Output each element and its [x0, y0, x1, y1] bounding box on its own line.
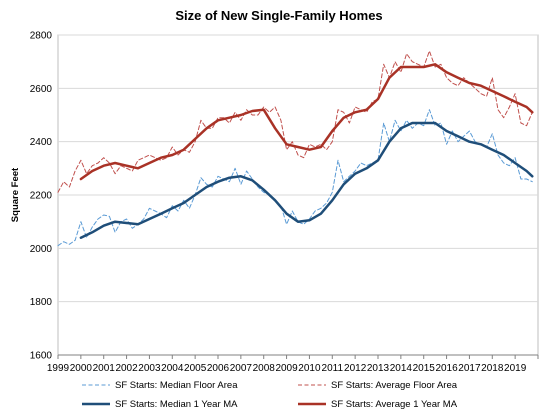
x-tick-label: 2019 [504, 363, 527, 374]
x-tick-label: 2008 [253, 363, 276, 374]
x-tick-label: 2017 [458, 363, 481, 374]
legend-label-2: SF Starts: Average Floor Area [331, 380, 458, 391]
x-tick-label: 2003 [138, 363, 161, 374]
x-tick-label: 2012 [344, 363, 367, 374]
y-tick-label: 2200 [30, 191, 53, 202]
x-tick-label: 2004 [161, 363, 184, 374]
x-tick-label: 2014 [390, 363, 413, 374]
y-tick-label: 1800 [30, 297, 53, 308]
legend-label-4: SF Starts: Average 1 Year MA [331, 399, 458, 410]
x-tick-label: 2002 [115, 363, 138, 374]
x-tick-label: 2007 [230, 363, 253, 374]
x-tick-label: 2013 [367, 363, 390, 374]
x-tick-label: 2009 [275, 363, 298, 374]
x-tick-label: 2010 [298, 363, 321, 374]
series-line-2 [57, 50, 533, 193]
legend-label-3: SF Starts: Median 1 Year MA [115, 399, 238, 410]
series-line-3 [79, 121, 534, 239]
y-tick-label: 2400 [30, 137, 53, 148]
x-tick-label: 1999 [47, 363, 70, 374]
y-tick-label: 2800 [30, 31, 53, 42]
y-tick-label: 1600 [30, 351, 53, 362]
series-line-4 [79, 63, 534, 181]
x-tick-label: 2006 [207, 363, 230, 374]
y-axis-label: Square Feet [10, 167, 21, 222]
grid [57, 34, 539, 356]
x-tick-label: 2005 [184, 363, 207, 374]
legend: SF Starts: Median Floor Area SF Starts: A… [82, 380, 458, 410]
series-line-1 [57, 109, 533, 247]
x-tick-label: 2000 [70, 363, 93, 374]
x-tick-label: 2011 [322, 363, 344, 374]
x-tick-label: 2015 [413, 363, 436, 374]
x-tick-label: 2018 [481, 363, 504, 374]
legend-label-1: SF Starts: Median Floor Area [115, 380, 238, 391]
chart-title: Size of New Single-Family Homes [175, 8, 382, 23]
series-group [57, 50, 534, 247]
y-tick-label: 2000 [30, 244, 53, 255]
x-tick-label: 2016 [435, 363, 458, 374]
y-tick-label: 2600 [30, 84, 53, 95]
x-tick-label: 2001 [93, 363, 116, 374]
